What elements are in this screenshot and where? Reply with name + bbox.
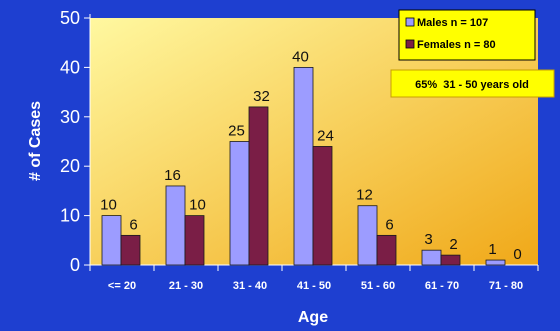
x-tick-label: 51 - 60 xyxy=(361,280,395,292)
x-tick-label: 31 - 40 xyxy=(233,280,267,292)
bar-females xyxy=(120,234,141,266)
y-tick-label: 30 xyxy=(60,107,80,127)
bar-females xyxy=(440,254,461,266)
data-label-males: 10 xyxy=(100,197,117,214)
annotation-box xyxy=(390,69,555,98)
data-labels-group: 10 6 16 10 25 32 40 24 12 6 3 2 1 0 xyxy=(100,48,522,263)
bar-males xyxy=(421,249,442,266)
legend-label-females: Females n = 80 xyxy=(417,39,496,51)
x-tick-label: 41 - 50 xyxy=(297,280,331,292)
y-tick-label: 40 xyxy=(60,57,80,77)
bar-females xyxy=(248,106,269,266)
y-tick-label: 10 xyxy=(60,206,80,226)
x-tick-label: <= 20 xyxy=(108,280,136,292)
bar-males xyxy=(293,67,314,266)
data-label-females: 2 xyxy=(449,236,457,253)
data-label-males: 25 xyxy=(228,123,245,140)
data-label-females: 10 xyxy=(189,197,206,214)
x-axis-title: Age xyxy=(298,309,328,326)
data-label-females: 24 xyxy=(317,127,334,144)
y-axis: 0 10 20 30 40 50 xyxy=(60,8,91,275)
data-label-males: 3 xyxy=(424,231,432,248)
bar-males xyxy=(101,215,122,266)
bars-group xyxy=(101,67,506,266)
y-tick-label: 0 xyxy=(70,255,80,275)
x-tick-label: 21 - 30 xyxy=(169,280,203,292)
bar-females xyxy=(184,215,205,266)
bar-females xyxy=(312,146,333,266)
legend: Males n = 107 Females n = 80 xyxy=(398,9,536,61)
annotation-text: 65% 31 - 50 years old xyxy=(415,79,529,91)
annotation: 65% 31 - 50 years old xyxy=(390,69,555,98)
bar-males xyxy=(165,185,186,266)
bar-males xyxy=(357,205,378,266)
legend-label-males: Males n = 107 xyxy=(417,17,488,29)
bar-females xyxy=(376,234,397,266)
x-axis: <= 20 21 - 30 31 - 40 41 - 50 51 - 60 61 - 70… xyxy=(89,264,539,292)
bar-males xyxy=(485,259,506,266)
data-label-females: 6 xyxy=(129,216,137,233)
data-label-males: 40 xyxy=(292,48,309,65)
y-tick-label: 20 xyxy=(60,156,80,176)
x-tick-label: 71 - 80 xyxy=(489,280,523,292)
data-label-males: 16 xyxy=(164,167,181,184)
data-label-males: 12 xyxy=(356,187,373,204)
y-tick-label: 50 xyxy=(60,8,80,28)
data-label-males: 1 xyxy=(488,241,496,258)
data-label-females: 6 xyxy=(385,216,393,233)
legend-box xyxy=(398,9,536,61)
legend-swatch-males xyxy=(405,17,415,27)
legend-swatch-females xyxy=(405,39,415,49)
y-axis-title: # of Cases xyxy=(27,101,44,181)
bar-males xyxy=(229,141,250,266)
data-label-females: 0 xyxy=(513,246,521,263)
data-label-females: 32 xyxy=(253,88,270,105)
x-tick-label: 61 - 70 xyxy=(425,280,459,292)
